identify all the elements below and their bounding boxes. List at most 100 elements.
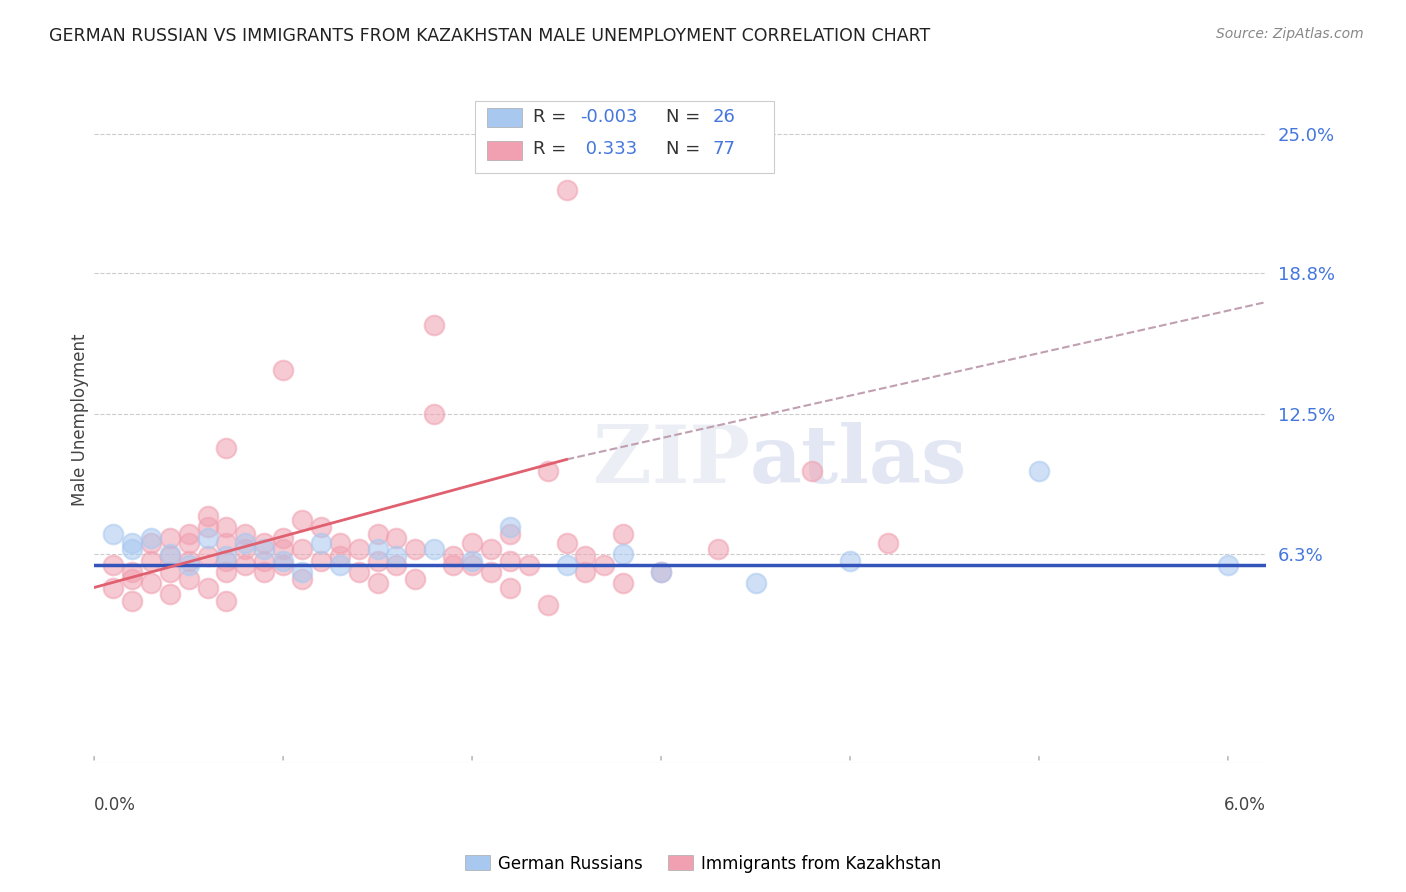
Point	[404, 542, 426, 557]
Point	[121, 542, 143, 557]
Point	[121, 565, 143, 579]
Point	[177, 526, 200, 541]
Text: N =: N =	[666, 108, 706, 126]
Point	[876, 535, 898, 549]
Point	[593, 558, 616, 572]
Point	[197, 549, 219, 563]
Point	[499, 520, 522, 534]
Point	[385, 558, 408, 572]
Point	[537, 599, 560, 613]
Point	[177, 572, 200, 586]
Point	[612, 547, 634, 561]
Point	[177, 553, 200, 567]
Y-axis label: Male Unemployment: Male Unemployment	[72, 334, 89, 507]
Point	[139, 535, 162, 549]
Point	[309, 535, 332, 549]
Point	[291, 572, 314, 586]
Point	[159, 531, 181, 545]
Point	[309, 553, 332, 567]
Point	[177, 535, 200, 549]
Point	[253, 553, 276, 567]
Point	[139, 576, 162, 591]
Point	[101, 526, 124, 541]
Point	[385, 531, 408, 545]
Point	[271, 542, 294, 557]
Text: ZIP: ZIP	[593, 422, 751, 500]
Point	[347, 565, 370, 579]
Point	[159, 549, 181, 563]
Point	[367, 542, 389, 557]
Point	[1028, 464, 1050, 478]
Point	[574, 549, 596, 563]
Point	[612, 526, 634, 541]
Point	[479, 565, 502, 579]
Text: 6.0%: 6.0%	[1223, 797, 1265, 814]
Point	[555, 535, 578, 549]
Text: GERMAN RUSSIAN VS IMMIGRANTS FROM KAZAKHSTAN MALE UNEMPLOYMENT CORRELATION CHART: GERMAN RUSSIAN VS IMMIGRANTS FROM KAZAKH…	[49, 27, 931, 45]
Point	[555, 183, 578, 197]
Point	[441, 549, 464, 563]
Point	[233, 558, 256, 572]
Point	[347, 542, 370, 557]
Point	[329, 549, 352, 563]
Point	[801, 464, 824, 478]
Point	[197, 520, 219, 534]
Point	[121, 594, 143, 608]
FancyBboxPatch shape	[486, 141, 522, 161]
Point	[139, 531, 162, 545]
Text: N =: N =	[666, 140, 706, 159]
Point	[215, 441, 238, 455]
Point	[291, 513, 314, 527]
Point	[367, 526, 389, 541]
Point	[479, 542, 502, 557]
Point	[215, 520, 238, 534]
Point	[233, 535, 256, 549]
Point	[517, 558, 540, 572]
Point	[271, 558, 294, 572]
Point	[159, 565, 181, 579]
Point	[404, 572, 426, 586]
Point	[215, 565, 238, 579]
Point	[423, 318, 446, 332]
Point	[197, 581, 219, 595]
Text: 0.333: 0.333	[581, 140, 637, 159]
Point	[215, 594, 238, 608]
Point	[461, 558, 484, 572]
Point	[253, 535, 276, 549]
Text: 0.0%: 0.0%	[94, 797, 136, 814]
Point	[367, 576, 389, 591]
Point	[423, 408, 446, 422]
Point	[159, 587, 181, 601]
Point	[499, 581, 522, 595]
Point	[367, 553, 389, 567]
Text: 77: 77	[713, 140, 735, 159]
Text: R =: R =	[533, 140, 572, 159]
FancyBboxPatch shape	[475, 102, 773, 173]
Text: -0.003: -0.003	[581, 108, 638, 126]
Point	[121, 572, 143, 586]
Point	[197, 531, 219, 545]
Point	[291, 565, 314, 579]
Point	[271, 531, 294, 545]
Point	[650, 565, 672, 579]
Point	[197, 508, 219, 523]
Point	[139, 553, 162, 567]
Point	[555, 558, 578, 572]
Point	[650, 565, 672, 579]
FancyBboxPatch shape	[486, 108, 522, 128]
Point	[159, 547, 181, 561]
Text: 26: 26	[713, 108, 735, 126]
Point	[329, 558, 352, 572]
Point	[839, 553, 862, 567]
Point	[101, 581, 124, 595]
Point	[215, 535, 238, 549]
Point	[253, 542, 276, 557]
Point	[101, 558, 124, 572]
Point	[329, 535, 352, 549]
Point	[706, 542, 728, 557]
Point	[215, 549, 238, 563]
Point	[744, 576, 766, 591]
Point	[233, 526, 256, 541]
Point	[291, 542, 314, 557]
Point	[253, 565, 276, 579]
